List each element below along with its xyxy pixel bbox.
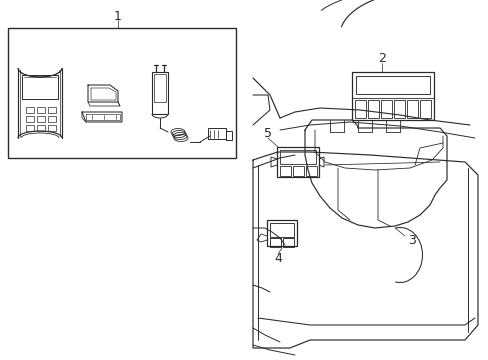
- Bar: [367, 100, 378, 118]
- Bar: [48, 125, 56, 131]
- Bar: [419, 100, 430, 118]
- Text: 2: 2: [377, 51, 385, 64]
- Bar: [48, 116, 56, 122]
- Bar: [351, 72, 433, 120]
- Bar: [276, 147, 318, 177]
- Bar: [154, 74, 165, 102]
- Text: 3: 3: [407, 234, 415, 247]
- Bar: [152, 72, 168, 114]
- Bar: [26, 125, 34, 131]
- Bar: [207, 128, 225, 139]
- Bar: [354, 100, 365, 118]
- Bar: [26, 116, 34, 122]
- Bar: [22, 75, 58, 99]
- Bar: [37, 116, 45, 122]
- Bar: [406, 100, 417, 118]
- Bar: [380, 100, 391, 118]
- Bar: [37, 107, 45, 113]
- Bar: [280, 150, 315, 164]
- Bar: [225, 131, 231, 140]
- Bar: [269, 223, 293, 237]
- Bar: [37, 125, 45, 131]
- Text: 4: 4: [273, 252, 282, 265]
- Bar: [280, 166, 290, 176]
- Bar: [393, 100, 404, 118]
- Text: 1: 1: [114, 9, 122, 22]
- Bar: [355, 76, 429, 94]
- Text: 5: 5: [264, 127, 271, 140]
- Bar: [305, 166, 316, 176]
- Bar: [269, 238, 281, 247]
- Bar: [283, 238, 293, 247]
- Bar: [48, 107, 56, 113]
- Bar: [266, 220, 296, 246]
- Bar: [8, 28, 236, 158]
- Bar: [292, 166, 304, 176]
- Bar: [26, 107, 34, 113]
